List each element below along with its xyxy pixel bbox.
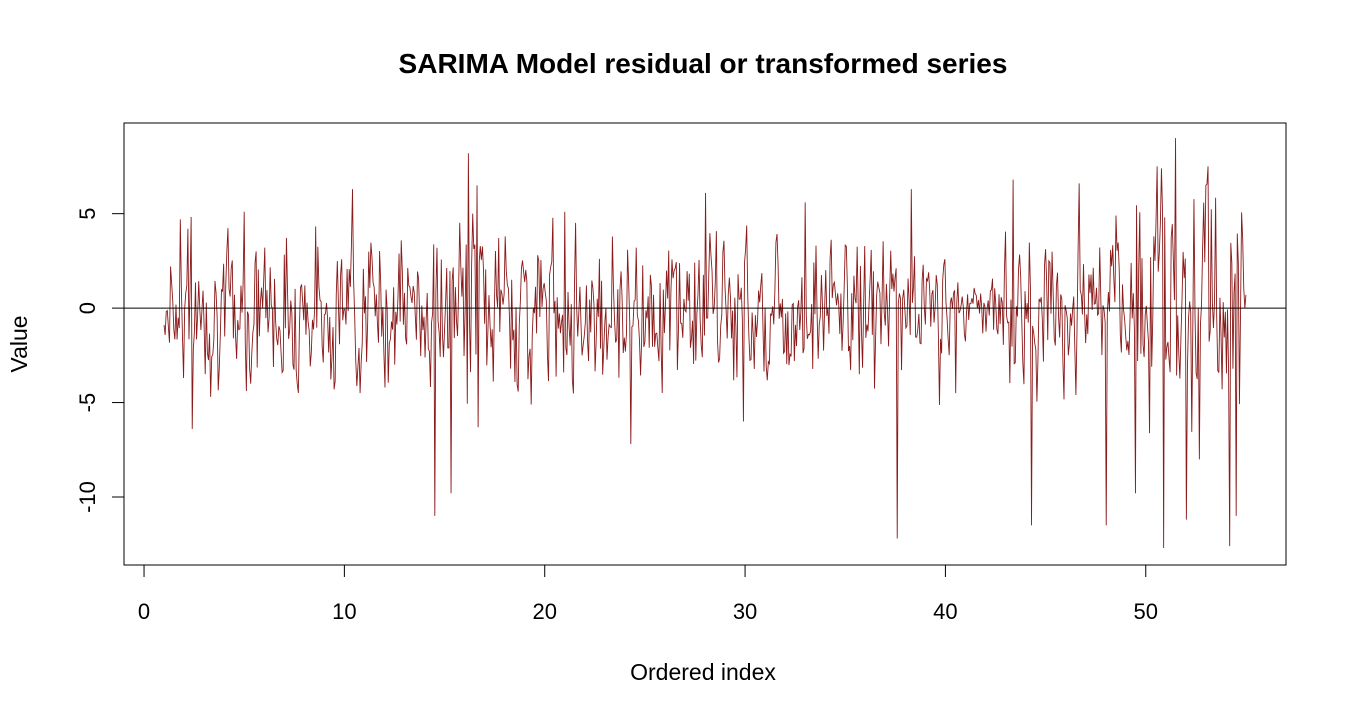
y-tick-label: 5 xyxy=(75,208,100,220)
x-tick-label: 50 xyxy=(1134,599,1158,624)
plot-layer xyxy=(124,138,1286,549)
y-tick-label: 0 xyxy=(75,302,100,314)
x-tick-label: 20 xyxy=(532,599,556,624)
y-axis-label: Value xyxy=(6,315,32,372)
chart-title: SARIMA Model residual or transformed ser… xyxy=(399,48,1008,79)
x-axis-label: Ordered index xyxy=(630,659,776,685)
x-tick-label: 40 xyxy=(933,599,957,624)
y-tick-label: -5 xyxy=(75,393,100,413)
x-tick-label: 30 xyxy=(733,599,757,624)
y-tick-label: -10 xyxy=(75,481,100,513)
x-tick-label: 0 xyxy=(138,599,150,624)
plot-frame xyxy=(123,122,1287,566)
series-line xyxy=(163,138,1247,549)
x-tick-label: 10 xyxy=(332,599,356,624)
